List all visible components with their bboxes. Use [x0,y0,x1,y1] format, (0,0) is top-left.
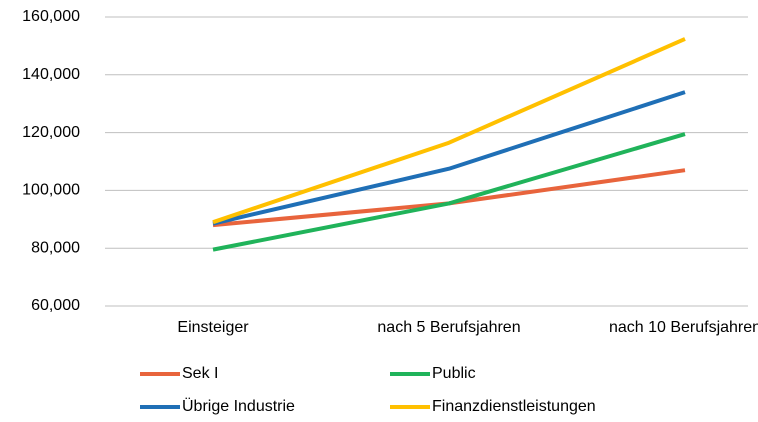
x-tick-label: Einsteiger [177,319,249,336]
x-tick-label: nach 10 Berufsjahren [609,319,758,336]
legend-label: Public [432,365,476,382]
y-tick-label: 100,000 [22,182,80,199]
y-tick-label: 140,000 [22,66,80,83]
legend-label: Sek I [182,365,218,382]
x-tick-label: nach 5 Berufsjahren [377,319,520,336]
y-tick-label: 80,000 [31,239,80,256]
y-tick-label: 60,000 [31,297,80,314]
series-line [212,132,686,252]
series-line [212,90,686,226]
y-tick-label: 120,000 [22,124,80,141]
series-line [212,37,686,225]
y-tick-label: 160,000 [22,8,80,25]
legend-label: Übrige Industrie [182,397,295,415]
legend-label: Finanzdienstleistungen [432,398,596,415]
